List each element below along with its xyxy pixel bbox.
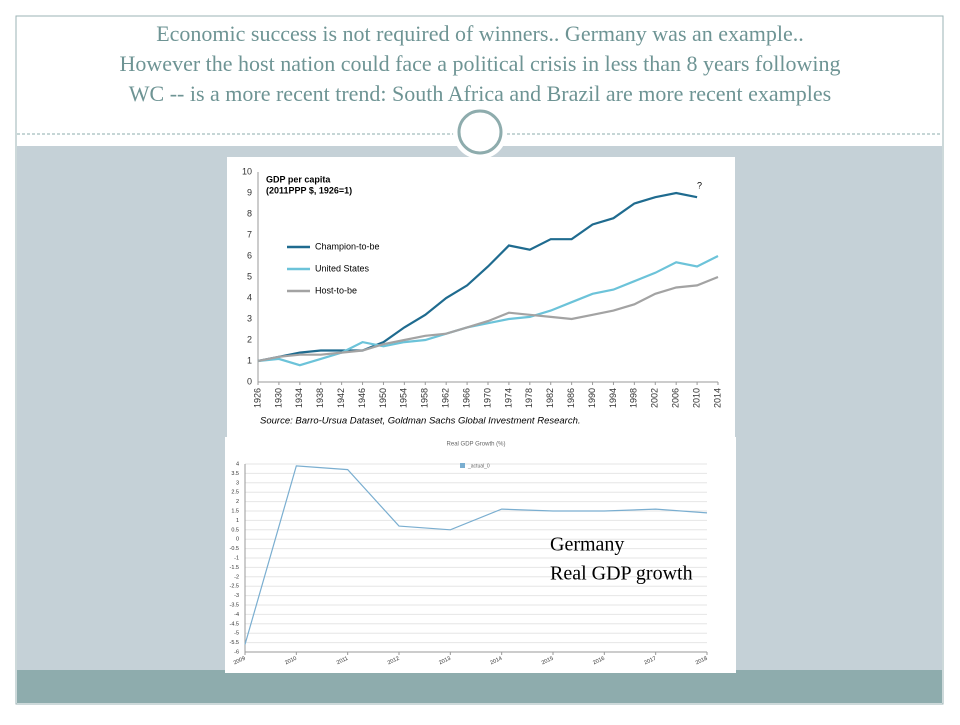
y-tick-label: -4 <box>234 612 239 618</box>
x-tick-label: 1998 <box>629 388 639 408</box>
y-tick-label: 0 <box>247 376 252 386</box>
series-line <box>257 275 719 363</box>
annotation: Germany <box>550 534 624 556</box>
x-tick-label: 2002 <box>650 388 660 408</box>
x-tick-label: 1990 <box>587 388 597 408</box>
legend-label: United States <box>315 263 370 273</box>
footer-bar <box>17 670 942 703</box>
x-tick-label: 2009 <box>233 656 247 667</box>
x-tick-label: 1962 <box>441 388 451 408</box>
y-tick-label: 1.5 <box>231 508 239 514</box>
legend-swatch <box>460 463 465 468</box>
y-tick-label: 9 <box>247 187 252 197</box>
y-tick-label: 3 <box>247 313 252 323</box>
chart-subtitle: (2011PPP $, 1926=1) <box>266 185 352 195</box>
x-tick-label: 2017 <box>643 656 657 667</box>
x-tick-label: 1946 <box>357 388 367 408</box>
y-tick-label: 1 <box>247 355 252 365</box>
y-tick-label: -1.5 <box>230 565 239 571</box>
y-tick-label: -2 <box>234 574 239 580</box>
chart-title: Real GDP Growth (%) <box>447 442 506 448</box>
y-tick-label: -5 <box>234 631 239 637</box>
y-tick-label: 0.5 <box>231 527 239 533</box>
y-tick-label: 2 <box>236 499 239 505</box>
x-tick-label: 2014 <box>489 656 503 667</box>
x-tick-label: 1994 <box>608 388 618 408</box>
x-tick-label: 1970 <box>482 388 492 408</box>
divider-ornament <box>453 105 507 159</box>
slide-title: Economic success is not required of winn… <box>156 21 804 46</box>
x-tick-label: 2010 <box>691 388 701 408</box>
y-tick-label: -0.5 <box>230 546 239 552</box>
y-tick-label: 7 <box>247 229 252 239</box>
y-tick-label: -4.5 <box>230 621 239 627</box>
x-tick-label: 1938 <box>315 388 325 408</box>
x-tick-label: 1954 <box>399 388 409 408</box>
x-tick-label: 2016 <box>592 656 606 667</box>
series-line <box>257 255 719 367</box>
y-tick-label: 3 <box>236 480 239 486</box>
x-tick-label: 1926 <box>252 388 262 408</box>
y-tick-label: -5.5 <box>230 640 239 646</box>
series-line <box>257 191 698 363</box>
x-tick-label: 2012 <box>387 656 401 667</box>
x-tick-label: 2011 <box>336 656 349 666</box>
series-line <box>244 465 708 645</box>
y-tick-label: 1 <box>236 518 239 524</box>
x-tick-label: 1974 <box>503 388 513 408</box>
y-tick-label: -3.5 <box>230 602 239 608</box>
x-tick-label: 1978 <box>524 388 534 408</box>
x-tick-label: 1942 <box>336 388 346 408</box>
x-tick-label: 2013 <box>438 656 452 667</box>
x-tick-label: 1930 <box>273 388 283 408</box>
y-tick-label: 10 <box>242 166 252 176</box>
x-tick-label: 1986 <box>566 388 576 408</box>
x-tick-label: 2018 <box>695 656 709 667</box>
y-tick-label: -3 <box>234 593 239 599</box>
y-tick-label: -1 <box>234 555 239 561</box>
chart-title: GDP per capita <box>266 174 331 184</box>
y-tick-label: 6 <box>247 250 252 260</box>
x-tick-label: 2006 <box>671 388 681 408</box>
x-tick-label: 1934 <box>294 388 304 408</box>
x-tick-label: 1982 <box>545 388 555 408</box>
x-tick-label: 2015 <box>541 656 555 667</box>
y-tick-label: 0 <box>236 537 239 543</box>
y-tick-label: 8 <box>247 208 252 218</box>
y-tick-label: -6 <box>234 649 239 655</box>
divider-ornament <box>457 109 503 155</box>
source: Source: Barro-Ursua Dataset, Goldman Sac… <box>260 416 581 427</box>
y-tick-label: 4 <box>236 461 239 467</box>
x-tick-label: 1958 <box>420 388 430 408</box>
legend-label: Host-to-be <box>315 285 357 295</box>
annotation: ? <box>697 180 702 190</box>
x-tick-label: 1950 <box>378 388 388 408</box>
x-tick-label: 1966 <box>461 388 471 408</box>
y-tick-label: -2.5 <box>230 584 239 590</box>
x-tick-label: 2010 <box>284 656 298 667</box>
y-tick-label: 2.5 <box>231 490 239 496</box>
slide-title: However the host nation could face a pol… <box>120 51 841 76</box>
slide-title: WC -- is a more recent trend: South Afri… <box>129 81 832 106</box>
legend-label: _actual_0 <box>467 463 490 469</box>
y-tick-label: 3.5 <box>231 471 239 477</box>
frame <box>15 15 944 705</box>
legend-label: Champion-to-be <box>315 241 380 251</box>
chart-panel <box>225 437 736 673</box>
y-tick-label: 4 <box>247 292 252 302</box>
annotation: Real GDP growth <box>550 563 693 585</box>
y-tick-label: 5 <box>247 271 252 281</box>
y-tick-label: 2 <box>247 334 252 344</box>
x-tick-label: 2014 <box>712 388 722 408</box>
